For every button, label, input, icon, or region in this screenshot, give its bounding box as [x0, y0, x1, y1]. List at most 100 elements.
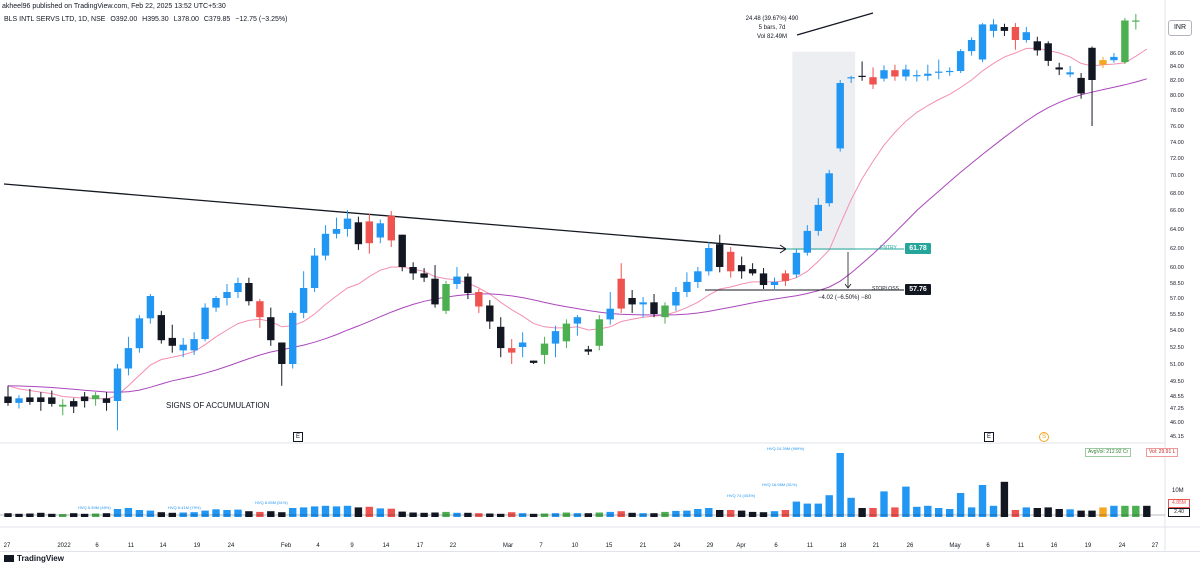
- volume-bar: [278, 512, 286, 517]
- open-value: O392.00: [110, 16, 138, 23]
- price-tick-label: 70.00: [1170, 173, 1184, 179]
- hvq-label: HVQ 16.96M (51%): [762, 482, 797, 487]
- price-tick-label: 74.00: [1170, 140, 1184, 146]
- risk-arrow-head: [844, 283, 852, 289]
- volume-bar: [190, 512, 198, 517]
- volume-bar: [847, 497, 855, 517]
- candle: [168, 324, 176, 353]
- candle-body: [256, 301, 264, 318]
- volume-legend: Vol: 29.91 L: [1146, 448, 1179, 457]
- time-tick-label: 24: [1119, 543, 1126, 549]
- candle: [617, 263, 625, 313]
- candle: [1088, 46, 1096, 126]
- hvq-label: HVQ 24.39M (999%): [767, 446, 805, 451]
- candle: [4, 385, 12, 406]
- candle-body: [847, 77, 855, 79]
- measure-pointer-line: [796, 12, 874, 36]
- time-tick-label: 17: [417, 543, 424, 549]
- candle: [540, 336, 549, 364]
- time-tick-label: 7: [539, 543, 543, 549]
- volume-bar: [157, 512, 165, 517]
- avg-volume-legend: AvgVol: 212.92 Cr: [1085, 448, 1132, 457]
- split-marker[interactable]: S: [1039, 432, 1049, 442]
- candle: [836, 80, 844, 152]
- symbol-legend[interactable]: BLS INTL SERVS LTD, 1D, NSE O392.00 H395…: [4, 16, 290, 23]
- candle: [989, 19, 998, 38]
- time-tick-label: 19: [194, 543, 201, 549]
- candle-body: [858, 75, 866, 77]
- time-tick-label: 18: [840, 543, 847, 549]
- volume-bar: [902, 486, 910, 517]
- volume-bar: [737, 510, 746, 517]
- volume-bar: [80, 513, 89, 517]
- volume-bar: [387, 508, 395, 517]
- time-axis: 27 2022 6 11 14 19 24 Feb 4 9 14 17 22 Mar 7 10 15 21 24 29…: [4, 543, 1159, 549]
- volume-bar: [869, 508, 877, 517]
- volume-bar: [1044, 507, 1052, 517]
- candle: [179, 337, 187, 358]
- candle-body: [113, 368, 122, 401]
- earnings-marker[interactable]: E: [293, 432, 303, 442]
- volume-axis-label: 10M: [1172, 488, 1184, 494]
- tradingview-logo[interactable]: TradingView: [4, 554, 64, 563]
- candle: [529, 360, 538, 364]
- candle-body: [497, 326, 505, 349]
- candle: [639, 297, 647, 318]
- candle-body: [135, 318, 144, 349]
- measure-shade: [792, 51, 856, 251]
- candle-body: [595, 319, 603, 346]
- hvq-label: HVQ 8.05M (51%): [255, 500, 288, 505]
- time-tick-label: 24: [674, 543, 681, 549]
- candle: [781, 270, 790, 286]
- candle-body: [124, 348, 133, 369]
- candle-body: [4, 396, 12, 403]
- earnings-marker[interactable]: E: [984, 432, 994, 442]
- volume-bar: [989, 505, 998, 517]
- candle: [1033, 36, 1041, 56]
- close-value: C379.85: [203, 16, 231, 23]
- candle: [245, 277, 253, 306]
- candle: [190, 332, 198, 355]
- volume-bar: [223, 510, 231, 517]
- time-tick-label: 26: [907, 543, 914, 549]
- volume-bar: [113, 509, 122, 517]
- candle: [354, 216, 363, 250]
- volume-bar: [1077, 510, 1085, 517]
- price-tick-label: 54.00: [1170, 328, 1184, 334]
- candle: [518, 332, 527, 358]
- candle-body: [672, 292, 680, 306]
- volume-bar: [1022, 507, 1030, 517]
- currency-button[interactable]: INR: [1168, 20, 1192, 36]
- stoploss-label: STOPLOSS: [872, 286, 899, 292]
- volume-bar: [1143, 505, 1151, 517]
- price-tick-label: 46.00: [1170, 420, 1184, 426]
- volume-bar: [694, 509, 702, 517]
- measure-box: [792, 51, 856, 251]
- time-tick-label: 9: [350, 543, 354, 549]
- candle: [759, 268, 768, 289]
- volume-badge-red: 4.85M: [1168, 499, 1190, 508]
- candle: [913, 70, 921, 82]
- volume-bar: [956, 493, 965, 517]
- volume-bar: [967, 507, 976, 517]
- volume-bar: [792, 501, 801, 517]
- volume-bar: [705, 508, 713, 517]
- candle-body: [267, 317, 275, 341]
- volume-bar: [1055, 509, 1063, 517]
- volume-bar: [661, 511, 669, 517]
- candle-body: [59, 404, 67, 407]
- candle: [431, 265, 439, 308]
- time-tick-label: 16: [1051, 543, 1058, 549]
- volume-bar: [781, 510, 790, 517]
- volume-bar: [617, 511, 625, 517]
- candle: [223, 284, 231, 306]
- volume-bar: [124, 508, 133, 517]
- price-tick-label: 72.00: [1170, 156, 1184, 162]
- volume-bar: [1132, 505, 1140, 517]
- volume-bar: [913, 506, 921, 517]
- candle: [1066, 66, 1074, 78]
- price-tick-label: 52.50: [1170, 345, 1184, 351]
- volume-bar: [814, 503, 822, 517]
- candles: [4, 14, 1140, 431]
- candle-body: [409, 267, 417, 274]
